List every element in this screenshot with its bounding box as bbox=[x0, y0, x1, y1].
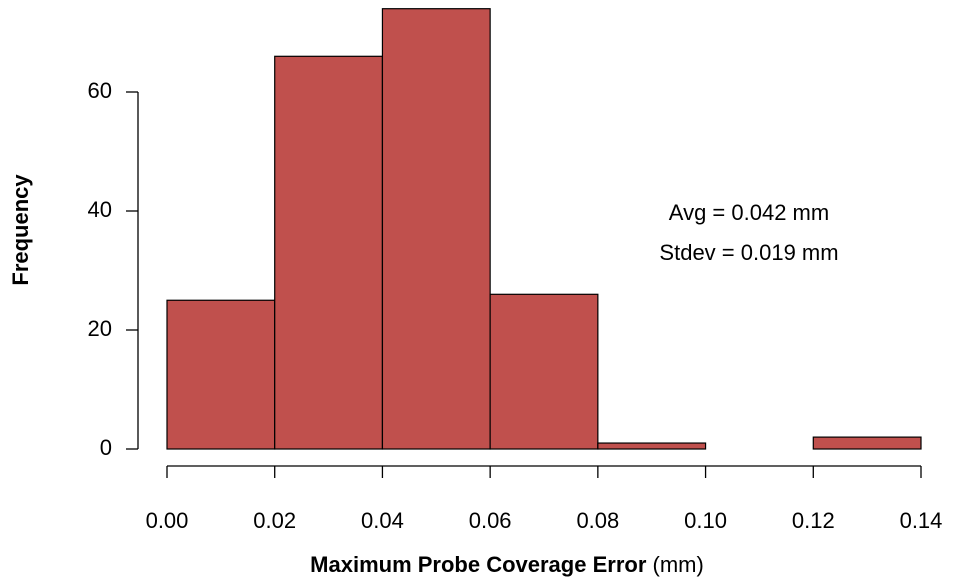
x-tick-label: 0.10 bbox=[684, 508, 727, 533]
x-tick-label: 0.00 bbox=[146, 508, 189, 533]
x-tick-label: 0.08 bbox=[576, 508, 619, 533]
bar bbox=[489, 293, 599, 450]
x-axis-label-main: Maximum Probe Coverage Error bbox=[310, 552, 647, 577]
annotation: Stdev = 0.019 mm bbox=[659, 240, 838, 265]
x-tick-label: 0.06 bbox=[469, 508, 512, 533]
x-tick-label: 0.04 bbox=[361, 508, 404, 533]
x-tick-label: 0.02 bbox=[253, 508, 296, 533]
annotation: Avg = 0.042 mm bbox=[669, 200, 829, 225]
bar bbox=[166, 299, 276, 450]
x-axis-label: Maximum Probe Coverage Error (mm) bbox=[310, 552, 704, 577]
bar bbox=[381, 8, 491, 450]
bar bbox=[597, 442, 707, 450]
x-tick-label: 0.14 bbox=[900, 508, 943, 533]
x-axis-label-unit: (mm) bbox=[653, 552, 704, 577]
y-tick-label: 20 bbox=[88, 316, 112, 341]
y-tick-label: 40 bbox=[88, 197, 112, 222]
bar bbox=[812, 436, 922, 450]
y-tick-label: 0 bbox=[100, 435, 112, 460]
y-axis-label: Frequency bbox=[8, 174, 33, 286]
bar bbox=[274, 55, 384, 450]
y-tick-label: 60 bbox=[88, 78, 112, 103]
x-tick-label: 0.12 bbox=[792, 508, 835, 533]
